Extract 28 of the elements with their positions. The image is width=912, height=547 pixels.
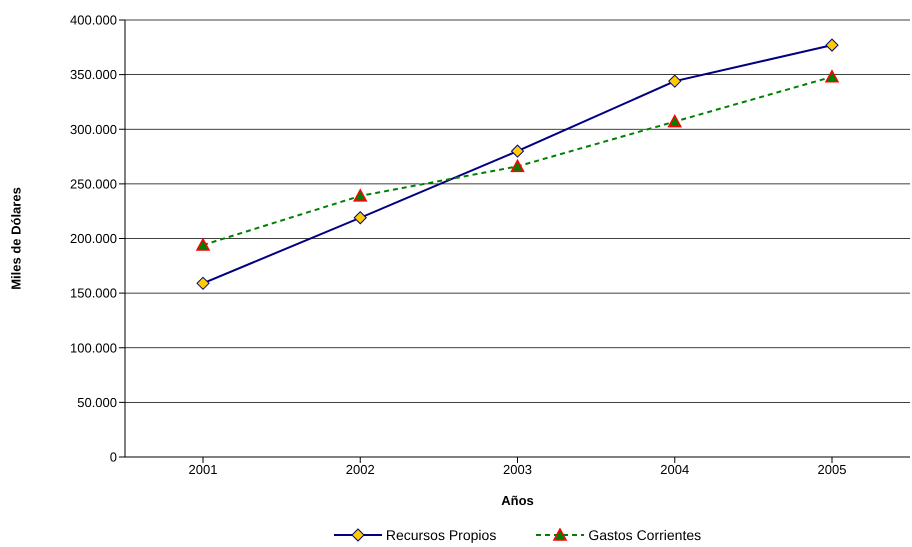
y-tick-label: 0: [110, 450, 117, 465]
x-tick-label: 2003: [503, 462, 532, 478]
y-tick-label: 200.000: [70, 231, 117, 246]
y-axis-title: Miles de Dólares: [8, 187, 24, 290]
y-tick-label: 100.000: [70, 340, 117, 356]
point: [825, 70, 839, 83]
point: [668, 114, 682, 128]
x-tick-label: 2001: [188, 462, 218, 478]
y-tick-label: 50.000: [77, 394, 117, 410]
legend-label: Gastos Corrientes: [588, 527, 702, 543]
y-tick-label: 400.000: [70, 12, 117, 28]
point: [668, 74, 682, 88]
y-tick-label: 300.000: [70, 122, 117, 137]
x-tick-label: 2004: [660, 462, 690, 478]
y-tick-label: 150.000: [70, 286, 117, 301]
legend-label: Recursos Propios: [386, 527, 496, 543]
y-tick-label: 350.000: [70, 67, 117, 82]
point: [354, 211, 367, 224]
point: [510, 160, 524, 172]
point: [511, 144, 524, 158]
point: [826, 38, 838, 52]
x-tick-label: 2002: [346, 462, 375, 478]
point: [196, 276, 210, 290]
x-axis-title: Años: [501, 493, 534, 508]
point: [196, 238, 210, 251]
point: [354, 189, 367, 202]
x-tick-label: 2005: [818, 462, 846, 478]
y-tick-label: 250.000: [70, 176, 117, 192]
